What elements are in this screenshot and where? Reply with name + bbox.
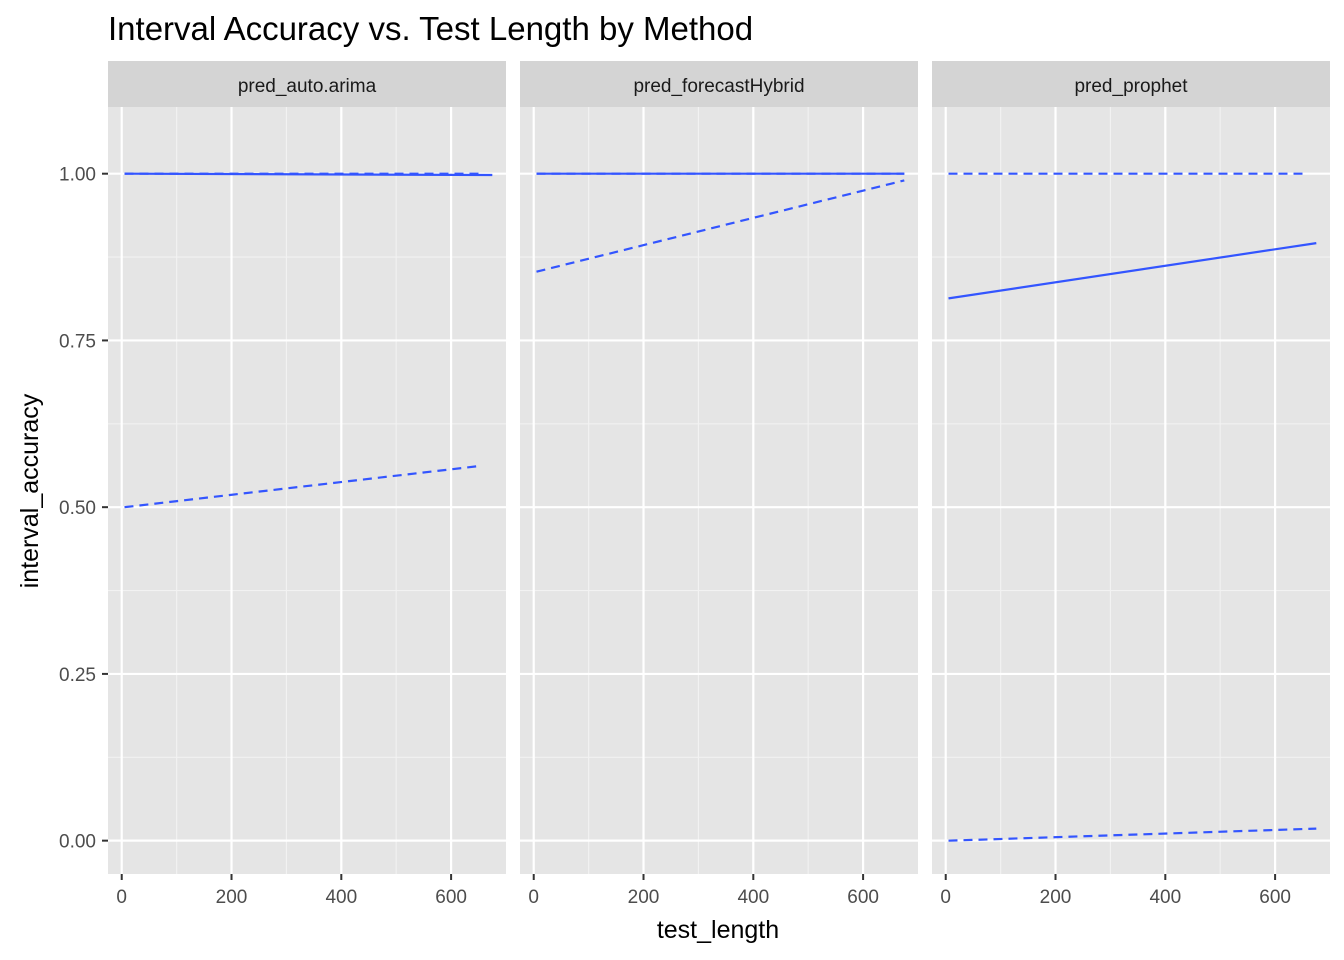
x-tick-label: 600 — [1259, 887, 1291, 908]
panel-2: pred_prophet 0 200 400 600 — [932, 61, 1330, 908]
facet-strip — [108, 61, 506, 107]
series-line-dashed-2 — [948, 827, 1317, 842]
x-tick-label: 400 — [1149, 887, 1181, 908]
x-tick-label: 200 — [216, 887, 248, 908]
x-tick-label: 0 — [528, 887, 539, 908]
x-tick-label: 200 — [628, 887, 660, 908]
panel-background — [932, 107, 1330, 874]
y-tick-label: 1.00 — [59, 165, 96, 186]
y-tick-label: 0.25 — [59, 665, 96, 686]
x-tick-label: 0 — [940, 887, 951, 908]
series-line-dashed-2 — [536, 179, 905, 273]
facet-strip-label: pred_forecastHybrid — [633, 76, 804, 97]
panel-1: pred_forecastHybrid 0 200 400 600 — [520, 61, 918, 908]
panel-background — [520, 107, 918, 874]
panel-0: pred_auto.arima 0 200 400 600 — [108, 61, 506, 908]
facet-strip-label: pred_auto.arima — [238, 76, 377, 97]
series-line-solid-0 — [948, 242, 1317, 300]
x-tick-label: 0 — [116, 887, 127, 908]
chart-title: Interval Accuracy vs. Test Length by Met… — [108, 10, 753, 47]
facet-strip — [520, 61, 918, 107]
facet-strip — [932, 61, 1330, 107]
y-tick-label: 0.75 — [59, 331, 96, 352]
panel-background — [108, 107, 506, 874]
x-tick-label: 400 — [737, 887, 769, 908]
facet-strip-label: pred_prophet — [1074, 76, 1188, 97]
y-axis-title: interval_accuracy — [16, 393, 44, 588]
y-tick-label: 0.50 — [59, 498, 96, 519]
x-axis-title: test_length — [657, 916, 779, 944]
x-tick-label: 400 — [325, 887, 357, 908]
x-tick-label: 600 — [847, 887, 879, 908]
x-tick-label: 200 — [1040, 887, 1072, 908]
y-tick-label: 0.00 — [59, 832, 96, 853]
x-tick-label: 600 — [435, 887, 467, 908]
y-axis: 0.00 0.25 0.50 0.75 1.00 — [59, 165, 108, 853]
